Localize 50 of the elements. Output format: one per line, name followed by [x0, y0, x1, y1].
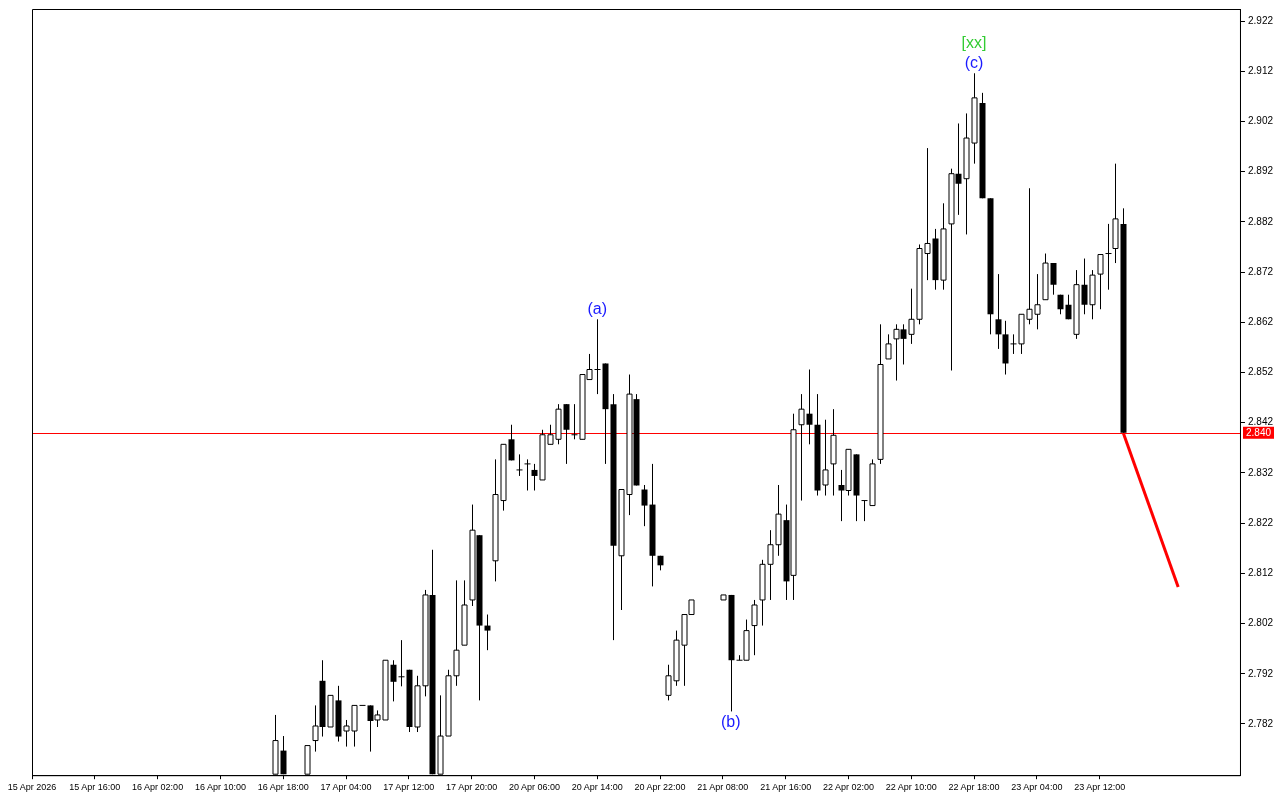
x-tick-label: 22 Apr 18:00	[948, 782, 1000, 793]
annotation: [xx]	[961, 33, 987, 51]
candlestick	[516, 453, 523, 477]
x-tick-label: 15 Apr 2026	[7, 782, 57, 793]
y-tick-label: 2.832	[1247, 466, 1274, 478]
y-tick-label: 2.842	[1247, 416, 1274, 428]
x-tick-label: 23 Apr 12:00	[1074, 782, 1126, 793]
y-tick-label: 2.852	[1247, 366, 1274, 378]
x-tick-label: 21 Apr 16:00	[760, 782, 812, 793]
candlestick	[806, 369, 813, 445]
annotation: (a)	[587, 299, 608, 317]
x-tick-label: 20 Apr 22:00	[634, 782, 686, 793]
annotation: (c)	[964, 53, 984, 71]
candlestick	[398, 639, 405, 687]
x-tick-label: 20 Apr 06:00	[508, 782, 560, 793]
candlestick	[524, 458, 531, 492]
y-tick-label: 2.882	[1247, 215, 1274, 227]
x-tick-label: 16 Apr 10:00	[194, 782, 246, 793]
x-tick-label: 15 Apr 16:00	[69, 782, 121, 793]
x-tick-label: 16 Apr 02:00	[132, 782, 184, 793]
x-tick-label: 22 Apr 10:00	[885, 782, 937, 793]
candlestick	[390, 659, 397, 702]
candlestick	[1050, 262, 1057, 296]
y-tick-label: 2.912	[1247, 65, 1274, 77]
annotation: (b)	[720, 712, 741, 730]
y-tick-label: 2.892	[1247, 165, 1274, 177]
y-tick-label: 2.802	[1247, 617, 1274, 629]
candlestick	[484, 614, 491, 651]
candlestick	[641, 484, 648, 527]
candlestick	[995, 273, 1002, 350]
y-tick-label: 2.872	[1247, 265, 1274, 277]
y-tick-label: 2.922	[1247, 14, 1274, 26]
y-tick-label: 2.862	[1247, 316, 1274, 328]
x-tick-label: 17 Apr 12:00	[383, 782, 435, 793]
x-tick-label: 16 Apr 18:00	[257, 782, 309, 793]
x-tick-label: 23 Apr 04:00	[1011, 782, 1063, 793]
x-tick-label: 22 Apr 02:00	[822, 782, 874, 793]
candlestick	[594, 318, 601, 395]
y-tick-label: 2.782	[1247, 717, 1274, 729]
x-tick-label: 20 Apr 14:00	[571, 782, 623, 793]
candlestick	[508, 424, 515, 461]
y-tick-label: 2.812	[1247, 567, 1274, 579]
x-tick-label: 21 Apr 08:00	[697, 782, 749, 793]
y-tick-label: 2.822	[1247, 516, 1274, 528]
x-tick-label: 17 Apr 04:00	[320, 782, 372, 793]
y-tick-label: 2.902	[1247, 115, 1274, 127]
candlestick	[1105, 223, 1112, 291]
y-tick-label: 2.792	[1247, 667, 1274, 679]
ref-line-label: 2.840	[1245, 426, 1272, 438]
x-tick-label: 17 Apr 20:00	[446, 782, 498, 793]
